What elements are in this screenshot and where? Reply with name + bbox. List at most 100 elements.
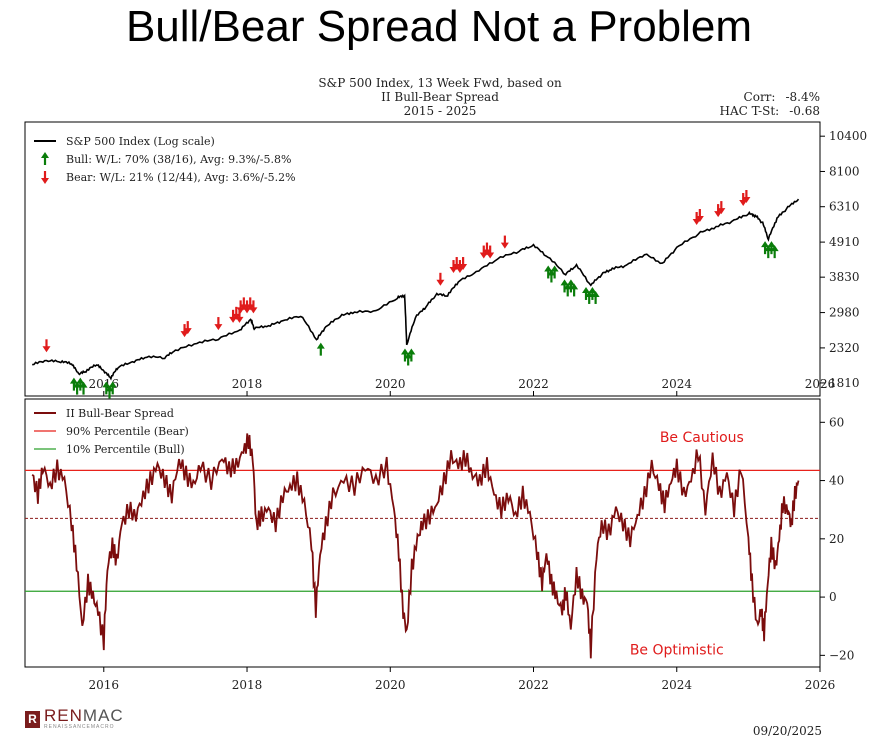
bear-signal-arrow-head [717,208,726,215]
sp500-line [32,198,800,381]
bull-signal-arrow-head [316,342,325,349]
bull-signal-arrow [102,381,111,395]
bear-signal-arrow [692,212,701,226]
bear-signal-arrow [717,201,726,215]
sp500-xtick-label: 2016 [89,377,120,391]
bear-signal-arrow [436,272,445,286]
bear-signal-arrow [249,300,258,314]
sp500-ytick-label: 4910 [829,235,860,249]
legend-label-line: S&P 500 Index (Log scale) [66,135,215,148]
bull-signal-arrow [566,279,575,293]
sp500-panel: 10400 8100 6310 4910 3830 2980 2320 1810 2016 201… [24,121,867,399]
legend-label-bear: Bear: W/L: 21% (12/44), Avg: 3.6%/-5.2% [66,171,296,184]
bear-signal-arrow [180,324,189,338]
renmac-logo: R RENMAC RENAISSANCEMACRO [25,706,124,730]
sp500-ytick-label: 8100 [829,164,860,178]
hac-value: -0.68 [789,104,820,118]
spread-ytick-label: 60 [829,415,844,429]
bull-signal-arrow [316,342,325,356]
bull-signal-arrow-head [582,286,591,293]
legend-bull-arrow-head [41,152,49,158]
bear-signal-arrow [742,189,751,203]
sp500-ytick-label: 2320 [829,341,860,355]
bear-signal-arrow [479,245,488,259]
bear-signal-arrow [459,257,468,271]
spread-plot-frame [24,398,821,668]
logo-wordmark-mac: MAC [82,706,124,725]
corr-stat-row: Corr: -8.4% [719,90,820,104]
bull-signal-arrow [400,348,409,362]
sp500-xtick-label: 2018 [232,377,263,391]
bull-signal-arrow [105,385,114,399]
bull-signal-arrow [767,241,776,255]
bear-signal-arrow-head [714,211,723,218]
bull-signal-arrow-head [770,245,779,252]
hac-label: HAC T-St: [719,104,780,118]
bear-signal-arrow [486,245,495,259]
bear-signal-arrow-head [692,219,701,226]
bear-signal-arrow [449,260,458,274]
bull-signal-arrow-head [560,279,569,286]
bull-signal-arrow-head [76,377,85,384]
bear-signal-arrow-head [436,279,445,286]
sp500-legend: S&P 500 Index (Log scale) Bull: W/L: 70% … [34,135,296,184]
bull-signal-arrow-head [544,265,553,272]
hac-stat-row: HAC T-St: -0.68 [719,104,820,118]
bear-signal-arrow [455,260,464,274]
bear-signal-arrow [42,339,51,353]
bear-signal-arrow-head [236,307,245,314]
bear-signal-arrow [714,204,723,218]
sp500-xtick-label: 2026 [805,377,836,391]
bear-signal-arrow [236,300,245,314]
bull-signal-arrow-head [404,352,413,359]
bear-signal-arrow [183,321,192,335]
spread-xtick-label: 2018 [232,678,263,692]
bull-signal-arrow-head [79,381,88,388]
sp500-xtick-label: 2022 [518,377,549,391]
spread-panel: 60 40 20 0 −20 2016 2018 2020 2022 2024 2026 Be Cau… [24,398,854,692]
legend-bull-arrow [41,152,49,165]
legend-label-bull: Bull: W/L: 70% (38/16), Avg: 9.3%/-5.8% [66,153,291,166]
bull-signal-arrow-head [591,290,600,297]
logo-subtitle: RENAISSANCEMACRO [44,724,115,730]
legend-label-spread: II Bull-Bear Spread [66,407,174,420]
bull-signal-arrow-head [407,348,416,355]
logo-mark: R [25,710,40,728]
bull-signal-arrow-head [108,381,117,388]
bear-signal-arrow-head [180,331,189,338]
be-optimistic-annotation: Be Optimistic [630,643,724,659]
chart-title-line-2: II Bull-Bear Spread [381,90,499,104]
bear-signal-arrow-head [449,267,458,274]
corr-value: -8.4% [785,90,820,104]
bull-signal-arrow [407,348,416,362]
bear-signal-arrow-head [455,267,464,274]
bull-signal-arrow [73,381,82,395]
bear-signal-arrow-head [739,199,748,206]
bull-signal-arrow-head [102,381,111,388]
chart-title-line-1: S&P 500 Index, 13 Week Fwd, based on [318,76,562,90]
bull-signal-arrow-head [767,241,776,248]
sp500-ytick-label: 6310 [829,200,860,214]
bull-signal-arrow-head [550,265,559,272]
bull-signal-arrow-head [400,348,409,355]
sp500-ytick-label: 10400 [829,129,867,143]
spread-xtick-label: 2026 [805,678,836,692]
bull-signal-arrow [79,381,88,395]
bear-signal-arrow [214,317,223,331]
bear-signal-arrow-head [486,252,495,259]
spread-ytick-label: 40 [829,474,844,488]
bull-signal-arrow-head [764,245,773,252]
logo-wordmark: RENMAC [44,706,124,725]
bull-signal-arrow-head [566,279,575,286]
bear-signal-arrow-head [742,196,751,203]
bull-signal-arrow-head [570,283,579,290]
bear-signal-arrow-head [249,307,258,314]
bull-signal-arrow [585,290,594,304]
bull-signal-arrow [588,286,597,300]
bear-signal-arrow [500,235,509,249]
spread-xtick-label: 2016 [89,678,120,692]
sp500-ytick-label: 3830 [829,270,860,284]
bull-signal-arrow-head [585,290,594,297]
corr-label: Corr: [743,90,776,104]
spread-xtick-label: 2020 [375,678,406,692]
